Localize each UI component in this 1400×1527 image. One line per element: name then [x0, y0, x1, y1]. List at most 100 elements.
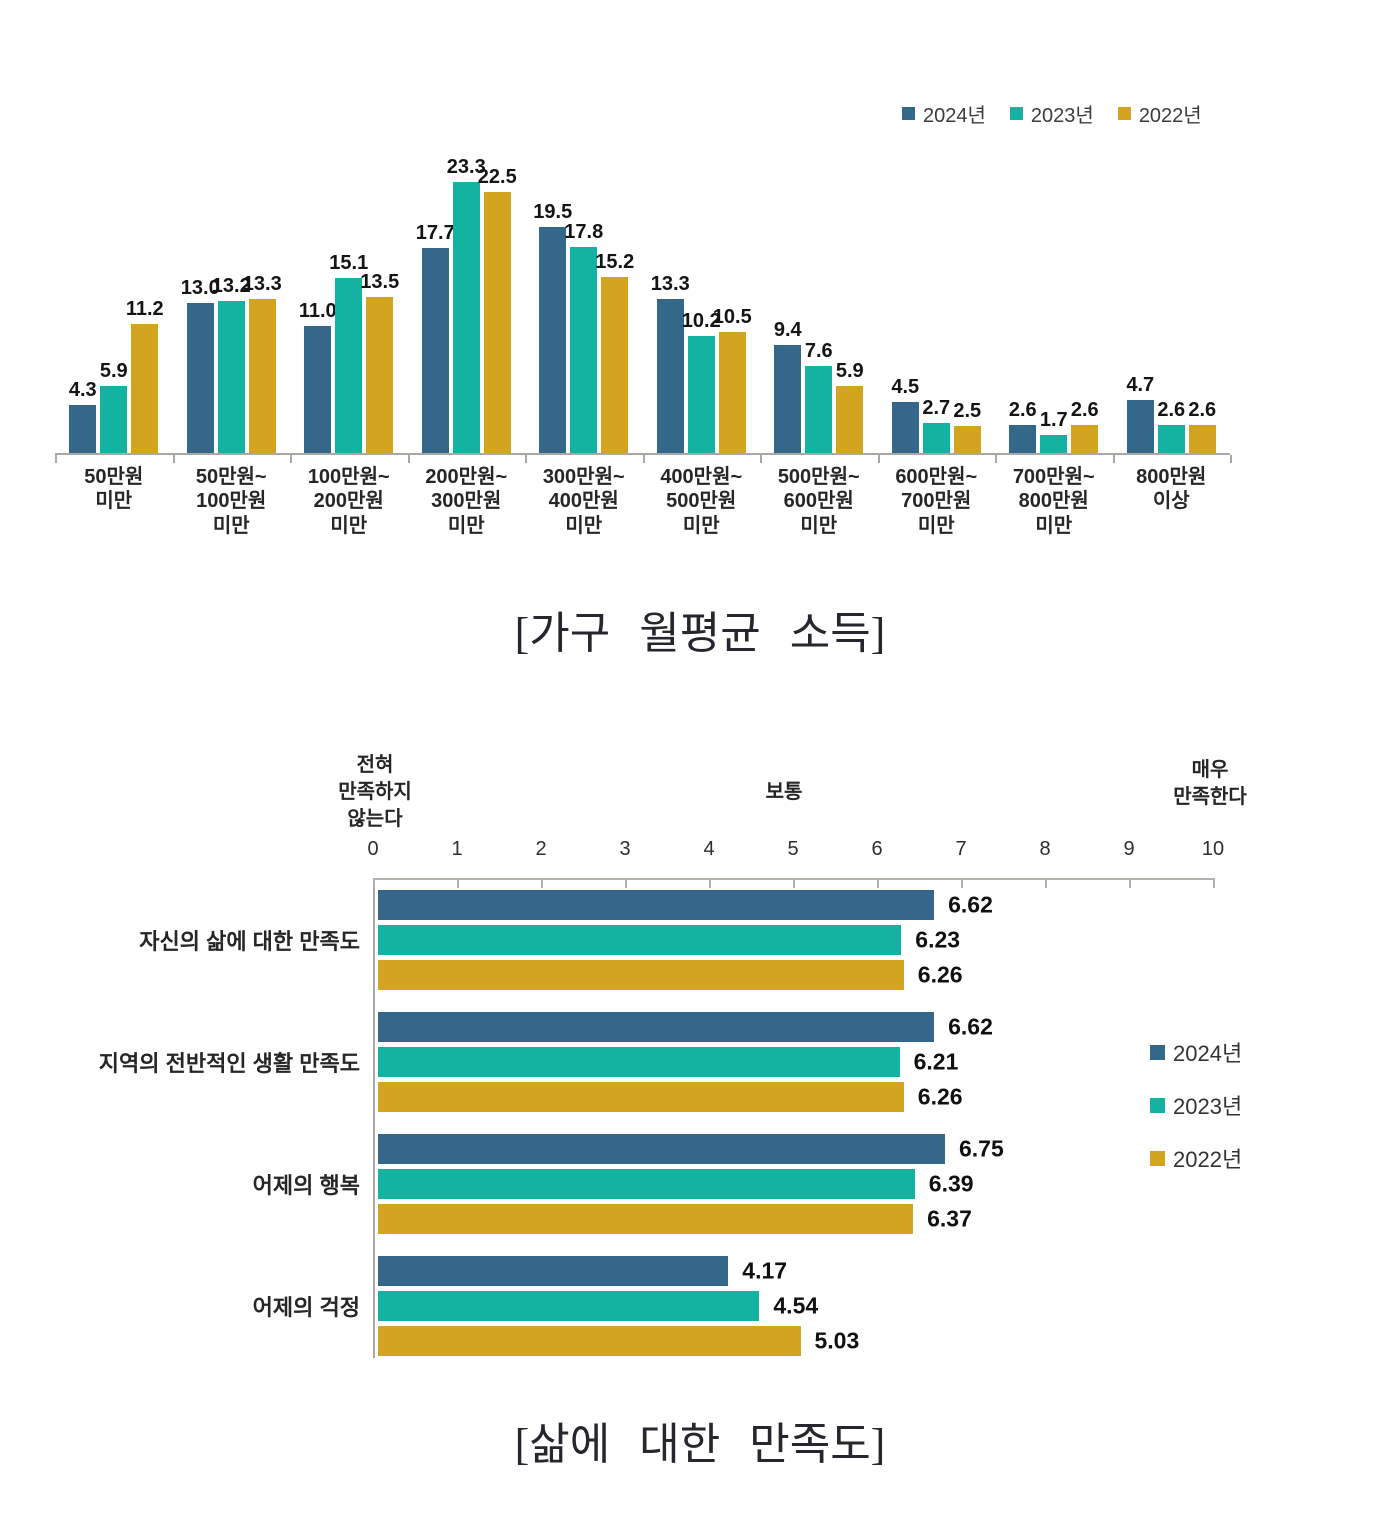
x-axis-category-label: 100만원~ 200만원 미만: [307, 466, 390, 537]
bar-2024년: 17.7: [416, 222, 455, 455]
axis-tick-label: 9: [1123, 838, 1135, 860]
axis-tick: [1112, 455, 1115, 463]
x-axis-category-label: 600만원~ 700만원 미만: [895, 466, 978, 537]
bar-group-bars: 4.5 2.7 2.5: [878, 168, 996, 455]
bar-2023년: 1.7: [1040, 409, 1068, 455]
hbar-value-label: 6.39: [928, 1170, 974, 1197]
axis-tick-label: 8: [1039, 838, 1051, 860]
hbar-group: 6.75 6.39 6.37: [378, 1134, 1004, 1234]
axis-tick: [407, 455, 410, 463]
bar-group: 17.7 23.3 22.5 200만원~ 300만원 미만: [408, 156, 526, 536]
x-axis-category-label: 500만원~ 600만원 미만: [777, 466, 860, 537]
bar-value-label: 2.6: [1157, 398, 1186, 421]
hbar-value-label: 6.26: [917, 1083, 963, 1110]
bar-group-bars: 13.0 13.2 13.3: [173, 168, 291, 455]
bar-value-label: 17.7: [415, 221, 455, 244]
bar-value-label: 4.7: [1126, 374, 1155, 396]
legend-label-2023: 2023년: [1173, 1094, 1243, 1119]
axis-tick: [877, 455, 880, 463]
satisfaction-scale-min-label: 전혀 만족하지 않는다: [338, 754, 412, 830]
axis-tick: [877, 878, 879, 888]
bar-value-label: 22.5: [477, 165, 517, 188]
hbar-2023년: 6.23: [378, 925, 960, 955]
axis-tick: [525, 455, 527, 463]
x-axis-category-label: 700만원~ 800만원 미만: [1012, 466, 1095, 537]
bar-value-label: 13.0: [180, 276, 220, 299]
axis-tick: [1213, 878, 1215, 888]
bar-value-label: 4.3: [68, 378, 97, 401]
axis-tick: [793, 878, 795, 888]
income-chart-plot: 4.3 5.9 11.2 50만원 미만 13.0 13.2 13.3 50만원~ 100만원…: [55, 156, 1230, 537]
axis-tick: [709, 878, 711, 888]
hbar-2024년: 6.75: [378, 1134, 1004, 1164]
legend-swatch-2022-icon: [1150, 1150, 1165, 1166]
bar-2024년: 9.4: [774, 319, 802, 455]
bar-2023년: 15.1: [329, 252, 368, 455]
bar-2023년: 10.2: [682, 310, 721, 455]
axis-tick: [172, 455, 175, 463]
axis-tick: [1129, 878, 1131, 888]
bar-value-label: 13.2: [211, 274, 251, 297]
axis-tick-label: 2: [535, 838, 547, 860]
bar-2023년: 5.9: [100, 360, 128, 455]
bar-group: 19.5 17.8 15.2 300만원~ 400만원 미만: [525, 168, 643, 537]
bar-2022년: 2.6: [1188, 399, 1216, 455]
axis-tick-label: 4: [703, 838, 715, 860]
bar-group: 11.0 15.1 13.5 100만원~ 200만원 미만: [290, 168, 408, 536]
hbar-2022년: 5.03: [378, 1326, 859, 1356]
hbar-value-label: 4.54: [773, 1292, 819, 1319]
bar-2024년: 4.7: [1126, 374, 1154, 455]
bar-value-label: 5.9: [99, 360, 128, 382]
bar-value-label: 13.3: [242, 273, 282, 296]
category-label: 자신의 삶에 대한 만족도: [139, 929, 360, 954]
bar-2022년: 22.5: [478, 166, 517, 455]
bar-group-bars: 19.5 17.8 15.2: [525, 168, 643, 455]
bar-2023년: 13.2: [212, 275, 251, 455]
satisfaction-scale-mid-label: 보통: [765, 781, 803, 803]
bar-value-label: 15.2: [595, 251, 635, 274]
bar-value-label: 5.9: [835, 360, 864, 382]
bar-2024년: 2.6: [1009, 399, 1037, 455]
bar-value-label: 2.6: [1008, 398, 1037, 421]
hbar-value-label: 6.62: [948, 891, 993, 918]
bar-value-label: 11.2: [125, 298, 164, 320]
axis-tick-label: 5: [787, 838, 799, 860]
hbar-group: 4.17 4.54 5.03: [378, 1256, 945, 1356]
legend-swatch-2024-icon: [1150, 1044, 1165, 1060]
bar-2022년: 2.5: [953, 400, 981, 455]
x-axis-category-label: 300만원~ 400만원 미만: [542, 466, 625, 537]
bar-value-label: 13.5: [360, 271, 400, 294]
satisfaction-chart-plot: 6.62 6.23 6.26 6.62 6.21 6.26 6.75 6.39 6.37 4.17…: [373, 878, 1215, 1358]
satisfaction-chart-legend: 2024년 2023년 2022년: [1150, 1036, 1242, 1174]
axis-tick-label: 6: [871, 838, 883, 860]
bar-value-label: 4.5: [891, 376, 920, 399]
legend-label-2022: 2022년: [1138, 105, 1202, 127]
category-label: 지역의 전반적인 생활 만족도: [98, 1051, 360, 1076]
axis-tick-label: 7: [955, 838, 967, 860]
hbar-value-label: 6.75: [959, 1135, 1004, 1162]
hbar-2022년: 6.26: [378, 1082, 963, 1112]
hbar-value-label: 6.26: [917, 961, 963, 988]
legend-swatch-2023-icon: [1150, 1097, 1165, 1113]
satisfaction-chart-title: [삶에 대한 만족도]: [514, 1420, 886, 1469]
bar-value-label: 7.6: [804, 340, 833, 363]
axis-tick: [760, 455, 762, 463]
legend-swatch-2024-icon: [902, 107, 915, 120]
bar-2024년: 13.3: [651, 273, 690, 455]
bar-value-label: 1.7: [1039, 409, 1068, 432]
x-axis-category-label: 200만원~ 300만원 미만: [425, 466, 508, 537]
legend-item-2022: 2022년: [1117, 99, 1202, 128]
legend-swatch-2022-icon: [1117, 107, 1131, 120]
bar-group: 9.4 7.6 5.9 500만원~ 600만원 미만: [760, 168, 878, 537]
hbar-2024년: 4.17: [378, 1256, 787, 1286]
bar-value-label: 2.6: [1188, 398, 1217, 421]
axis-tick: [642, 455, 645, 463]
bar-value-label: 15.1: [329, 252, 369, 275]
legend-item-2024: 2024년: [1150, 1036, 1242, 1068]
axis-tick: [55, 455, 57, 463]
bar-2024년: 11.0: [299, 300, 337, 455]
axis-tick-label: 1: [451, 838, 463, 860]
hbar-2024년: 6.62: [378, 890, 993, 920]
hbar-value-label: 6.23: [915, 926, 961, 953]
